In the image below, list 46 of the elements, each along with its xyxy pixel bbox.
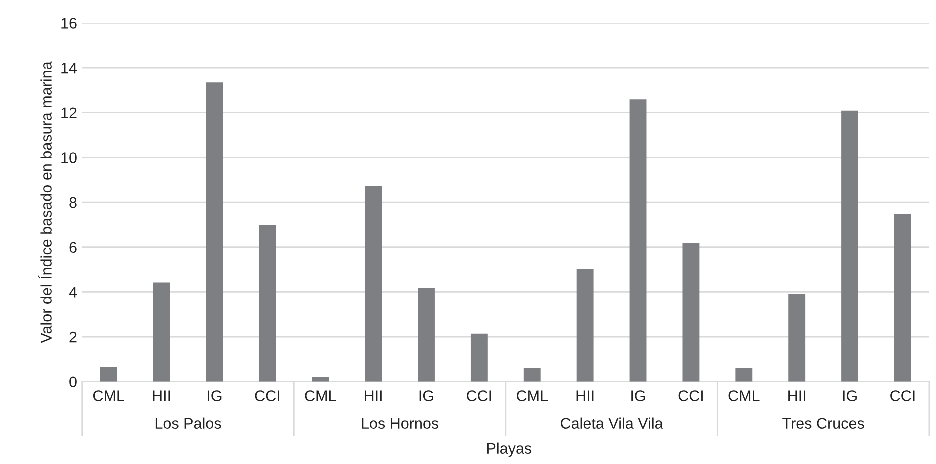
x-tick-label: IG [843, 390, 857, 402]
bar [418, 288, 435, 382]
bar [842, 110, 859, 382]
bar [630, 100, 647, 382]
bar [894, 214, 912, 382]
x-tick-label: HII [365, 390, 382, 402]
x-tick-label: CCI [255, 390, 280, 402]
y-axis-title: Valor del Índice basado en basura marina [38, 62, 52, 344]
x-tick-label: CML [305, 390, 336, 402]
y-tick-label: 10 [62, 152, 77, 164]
bar [524, 368, 541, 382]
bar [470, 334, 488, 382]
x-tick-label: CML [517, 390, 548, 402]
bar [576, 269, 594, 382]
x-tick-label: HII [788, 390, 806, 402]
bar [153, 282, 170, 382]
x-axis-title: Playas [488, 442, 532, 458]
text: Caleta Vila Vila [561, 418, 664, 430]
text: Tres Cruces [782, 418, 864, 430]
y-tick-label: 4 [69, 287, 78, 298]
x-tick-label: CCI [467, 390, 492, 402]
y-tick-label: 0 [70, 376, 77, 388]
bar [259, 224, 276, 382]
bar [100, 367, 118, 382]
y-tick-label: 6 [70, 242, 77, 254]
x-tick-label: IG [420, 390, 434, 402]
bar [206, 82, 224, 382]
text: Los Palos [156, 418, 222, 430]
text: Los Hornos [362, 418, 439, 430]
x-tick-label: CML [93, 390, 124, 402]
x-tick-label: CCI [678, 390, 703, 402]
bar [736, 368, 753, 382]
x-tick-label: HII [576, 390, 594, 402]
x-tick-label: IG [208, 390, 222, 402]
y-tick-label: 12 [62, 108, 77, 118]
x-tick-label: IG [632, 390, 646, 402]
y-tick-label: 2 [70, 332, 77, 343]
x-tick-label: CML [728, 390, 760, 402]
bar [682, 243, 700, 382]
y-tick-label: 8 [70, 197, 77, 208]
y-tick-label: 16 [62, 18, 77, 29]
x-tick-label: CCI [890, 390, 915, 402]
x-tick-label: HII [153, 390, 170, 402]
bar [365, 186, 382, 382]
y-tick-label: 14 [62, 63, 78, 74]
bar [788, 294, 806, 382]
